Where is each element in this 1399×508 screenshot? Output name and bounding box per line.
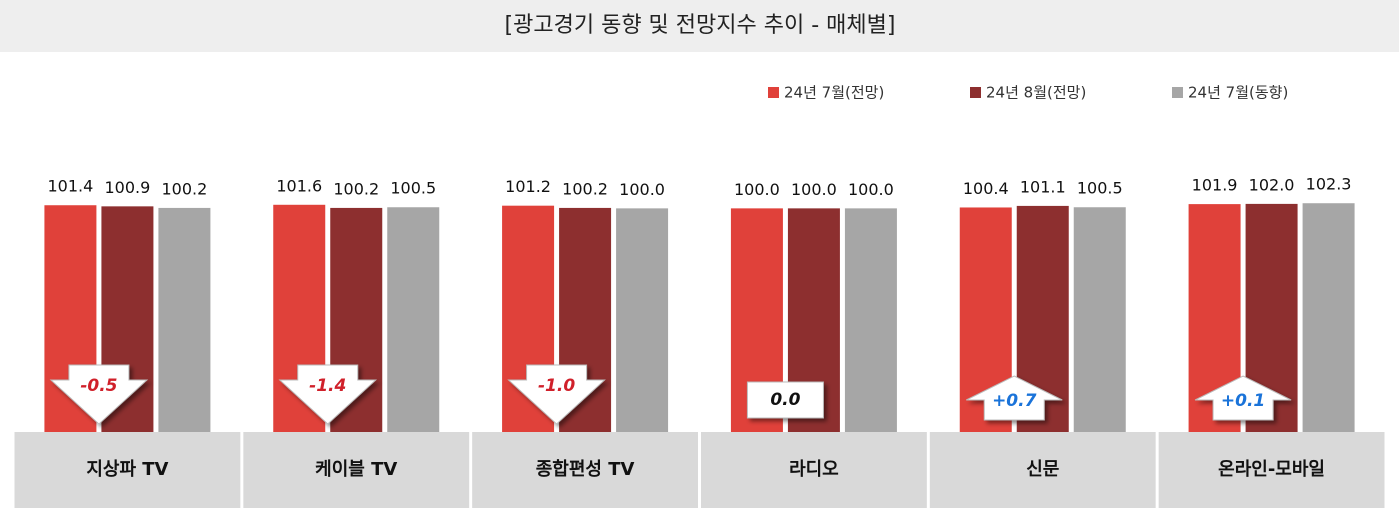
change-arrow [1194, 375, 1292, 421]
bar [158, 207, 211, 432]
value-label: 100.2 [162, 179, 208, 198]
value-label: 101.6 [276, 176, 322, 195]
bar [844, 208, 897, 432]
value-label: 100.4 [963, 179, 1009, 198]
value-label: 101.9 [1192, 176, 1238, 195]
change-label: -1.4 [309, 376, 346, 396]
category-box [472, 432, 698, 508]
title-bar [0, 0, 1399, 52]
change-arrow [278, 364, 378, 425]
x-tick-label: 라디오 [789, 459, 839, 480]
change-arrow [49, 364, 149, 425]
legend-label: 24년 8월(전망) [986, 84, 1086, 102]
category-box [929, 432, 1156, 508]
category-box [243, 432, 470, 508]
change-arrow [746, 381, 824, 419]
value-label: 100.0 [619, 180, 665, 199]
value-label: 101.4 [48, 177, 94, 196]
legend-swatch [768, 87, 779, 98]
change-label: -1.0 [538, 376, 575, 396]
value-label: 100.2 [333, 179, 379, 198]
bar [1073, 207, 1126, 432]
value-label: 100.0 [734, 180, 780, 199]
value-label: 100.9 [105, 178, 151, 197]
bar [616, 208, 669, 432]
value-label: 101.1 [1020, 177, 1066, 196]
legend-swatch [970, 87, 981, 98]
change-label: 0.0 [770, 390, 800, 410]
x-tick-label: 지상파 TV [86, 459, 168, 480]
x-tick-label: 온라인-모바일 [1218, 459, 1325, 480]
legend-label: 24년 7월(전망) [784, 84, 884, 102]
x-tick-label: 케이블 TV [315, 459, 397, 480]
value-label: 100.0 [848, 180, 894, 199]
change-label: -0.5 [80, 376, 117, 396]
x-tick-label: 종합편성 TV [536, 458, 635, 480]
change-arrow [966, 375, 1063, 421]
category-box [701, 432, 927, 508]
value-label: 102.3 [1306, 175, 1352, 194]
value-label: 100.5 [390, 179, 436, 198]
change-label: +0.7 [992, 391, 1037, 411]
value-label: 100.2 [562, 179, 608, 198]
category-box [1158, 432, 1385, 508]
value-label: 102.0 [1249, 175, 1295, 194]
bar [387, 207, 440, 432]
value-label: 100.5 [1077, 179, 1123, 198]
change-arrow [507, 364, 606, 425]
x-tick-label: 신문 [1026, 459, 1059, 480]
change-label: +0.1 [1221, 391, 1265, 411]
category-box [14, 432, 241, 508]
legend-swatch [1172, 87, 1183, 98]
legend-label: 24년 7월(동향) [1188, 84, 1288, 102]
chart-title: [광고경기 동향 및 전망지수 추이 - 매체별] [505, 13, 896, 38]
value-label: 101.2 [505, 177, 551, 196]
value-label: 100.0 [791, 180, 837, 199]
bar [1302, 203, 1355, 432]
